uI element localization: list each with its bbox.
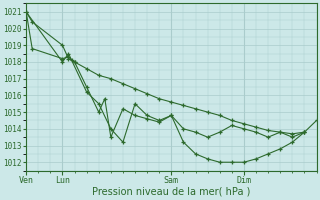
- X-axis label: Pression niveau de la mer( hPa ): Pression niveau de la mer( hPa ): [92, 187, 251, 197]
